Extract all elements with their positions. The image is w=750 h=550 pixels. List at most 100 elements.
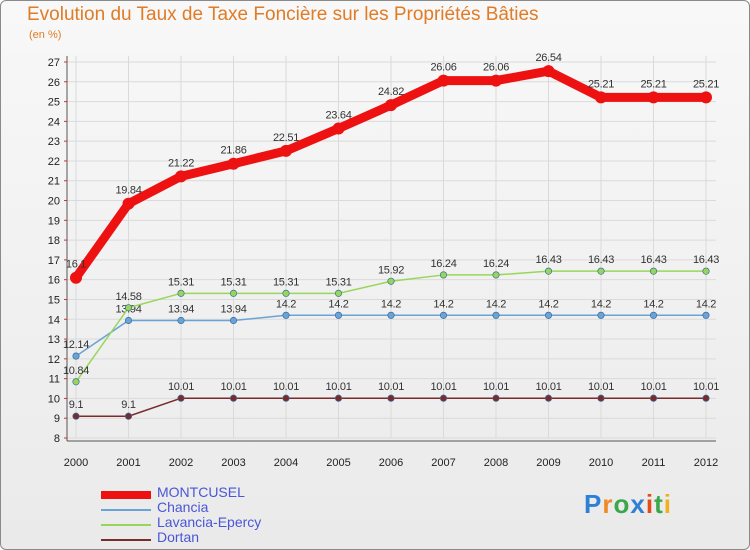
data-label-montcusel-2009: 26.54 [535, 52, 561, 64]
point-dortan-2011 [649, 394, 658, 402]
data-label-dortan-2002: 10.01 [168, 381, 194, 393]
chart-title: Evolution du Taux de Taxe Foncière sur l… [27, 4, 539, 25]
point-montcusel-2001 [122, 197, 135, 210]
point-dortan-2003 [229, 394, 238, 402]
point-lavancia-epercy-2008 [492, 271, 500, 279]
data-label-dortan-2008: 10.01 [483, 381, 509, 393]
x-tick-label-2012: 2012 [694, 457, 718, 469]
point-dortan-2000 [72, 412, 80, 420]
point-montcusel-2004 [280, 144, 292, 157]
point-lavancia-epercy-2003 [229, 289, 238, 297]
y-tick-label-22: 22 [48, 156, 60, 168]
point-montcusel-2011 [647, 91, 660, 104]
legend-swatch-lavancia-epercy [101, 524, 151, 526]
point-lavancia-epercy-2010 [597, 267, 605, 275]
y-tick-label-19: 19 [48, 215, 60, 227]
legend-swatch-chancia [101, 509, 151, 511]
point-lavancia-epercy-2007 [439, 271, 448, 279]
logo-letter: r [602, 489, 614, 519]
point-montcusel-2002 [175, 170, 187, 183]
data-label-lavancia-epercy-2002: 15.31 [168, 276, 194, 288]
point-montcusel-2000 [70, 271, 82, 284]
data-label-chancia-2000: 12.14 [63, 339, 89, 351]
point-lavancia-epercy-2000 [72, 378, 80, 386]
data-label-montcusel-2001: 19.84 [115, 185, 141, 197]
point-lavancia-epercy-2012 [702, 267, 710, 275]
point-montcusel-2005 [332, 122, 345, 135]
point-dortan-2007 [439, 394, 448, 402]
point-lavancia-epercy-2011 [649, 267, 658, 275]
point-dortan-2005 [334, 394, 343, 402]
logo-letter: o [613, 489, 631, 519]
point-chancia-2000 [72, 352, 80, 360]
point-chancia-2006 [387, 311, 395, 319]
point-lavancia-epercy-2001 [124, 304, 133, 312]
point-chancia-2005 [334, 311, 343, 319]
data-label-chancia-2006: 14.2 [381, 298, 401, 310]
point-dortan-2008 [492, 394, 500, 402]
data-label-montcusel-2008: 26.06 [483, 62, 509, 74]
y-tick-label-27: 27 [48, 57, 60, 69]
data-label-montcusel-2000: 16.1 [66, 259, 86, 271]
data-label-dortan-2005: 10.01 [325, 381, 351, 393]
point-dortan-2001 [124, 412, 133, 420]
data-label-dortan-2000: 9.1 [69, 399, 84, 411]
point-lavancia-epercy-2002 [177, 289, 185, 297]
x-tick-label-2007: 2007 [431, 457, 455, 469]
data-label-chancia-2002: 13.94 [168, 303, 194, 315]
data-label-chancia-2010: 14.2 [591, 298, 611, 310]
data-label-montcusel-2002: 21.22 [168, 157, 194, 169]
data-label-chancia-2004: 14.2 [276, 298, 296, 310]
point-lavancia-epercy-2006 [387, 277, 395, 285]
data-label-montcusel-2005: 23.64 [325, 109, 351, 121]
logo-letter: i [663, 489, 672, 519]
y-tick-label-16: 16 [48, 275, 60, 287]
proxiti-logo: Proxiti [584, 489, 672, 520]
point-lavancia-epercy-2005 [334, 289, 343, 297]
point-chancia-2012 [702, 311, 710, 319]
y-tick-label-9: 9 [54, 413, 60, 425]
point-chancia-2004 [282, 311, 290, 319]
y-tick-label-17: 17 [48, 255, 60, 267]
y-tick-label-13: 13 [48, 334, 60, 346]
y-tick-label-24: 24 [48, 116, 60, 128]
data-label-dortan-2006: 10.01 [378, 381, 404, 393]
x-tick-label-2002: 2002 [169, 457, 193, 469]
data-label-dortan-2009: 10.01 [535, 381, 561, 393]
data-label-lavancia-epercy-2005: 15.31 [325, 276, 351, 288]
x-tick-label-2009: 2009 [536, 457, 560, 469]
data-label-chancia-2007: 14.2 [433, 298, 453, 310]
x-tick-label-2011: 2011 [642, 457, 666, 469]
point-montcusel-2008 [490, 74, 502, 87]
y-tick-label-8: 8 [54, 433, 60, 445]
data-label-chancia-2009: 14.2 [538, 298, 558, 310]
legend-swatch-dortan [101, 539, 151, 541]
point-montcusel-2003 [227, 157, 240, 170]
data-label-lavancia-epercy-2011: 16.43 [640, 254, 666, 266]
data-label-chancia-2003: 13.94 [220, 303, 246, 315]
data-label-chancia-2012: 14.2 [696, 298, 716, 310]
y-tick-label-23: 23 [48, 136, 60, 148]
x-tick-label-2000: 2000 [64, 457, 88, 469]
point-montcusel-2006 [385, 99, 397, 112]
point-chancia-2008 [492, 311, 500, 319]
point-montcusel-2007 [437, 74, 450, 87]
point-chancia-2009 [544, 311, 553, 319]
data-label-chancia-2008: 14.2 [486, 298, 506, 310]
data-label-lavancia-epercy-2007: 16.24 [430, 258, 456, 270]
point-chancia-2010 [597, 311, 605, 319]
x-tick-label-2004: 2004 [274, 457, 298, 469]
point-montcusel-2010 [595, 91, 607, 104]
point-dortan-2010 [597, 394, 605, 402]
data-label-chancia-2005: 14.2 [328, 298, 348, 310]
point-dortan-2009 [544, 394, 553, 402]
point-lavancia-epercy-2009 [544, 267, 553, 275]
logo-letter: P [584, 489, 603, 519]
data-label-dortan-2007: 10.01 [430, 381, 456, 393]
y-tick-label-10: 10 [48, 393, 60, 405]
data-label-dortan-2010: 10.01 [588, 381, 614, 393]
legend-label-lavancia-epercy: Lavancia-Epercy [157, 514, 262, 530]
x-tick-label-2003: 2003 [221, 457, 245, 469]
data-label-dortan-2004: 10.01 [273, 381, 299, 393]
